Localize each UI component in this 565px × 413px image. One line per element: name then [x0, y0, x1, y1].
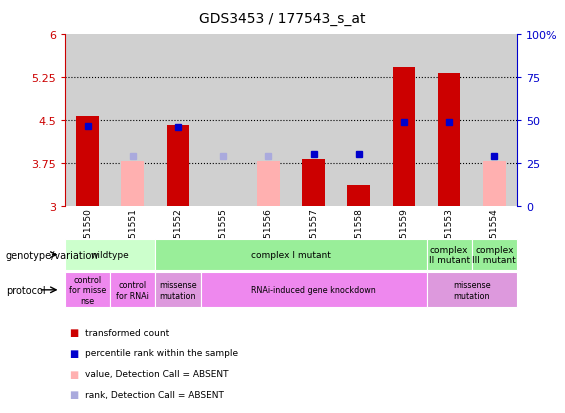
Bar — [291, 35, 336, 206]
Bar — [121, 162, 144, 206]
Text: transformed count: transformed count — [85, 328, 169, 337]
Bar — [167, 126, 189, 206]
Text: rank, Detection Call = ABSENT: rank, Detection Call = ABSENT — [85, 390, 224, 399]
Bar — [427, 35, 472, 206]
Text: control
for misse
nse: control for misse nse — [69, 275, 106, 305]
Text: complex I mutant: complex I mutant — [251, 251, 331, 259]
Text: ■: ■ — [69, 348, 78, 358]
Text: protocol: protocol — [6, 285, 45, 295]
Bar — [257, 162, 280, 206]
Text: complex
III mutant: complex III mutant — [472, 245, 516, 265]
Bar — [381, 35, 427, 206]
Text: ■: ■ — [69, 389, 78, 399]
Text: genotype/variation: genotype/variation — [6, 250, 98, 260]
Bar — [246, 35, 291, 206]
Text: ■: ■ — [69, 369, 78, 379]
Bar — [201, 35, 246, 206]
Bar — [483, 162, 506, 206]
Text: missense
mutation: missense mutation — [453, 280, 490, 300]
Bar — [472, 35, 517, 206]
Bar — [155, 35, 201, 206]
Text: GDS3453 / 177543_s_at: GDS3453 / 177543_s_at — [199, 12, 366, 26]
Bar — [336, 35, 381, 206]
Bar — [438, 74, 460, 206]
Bar — [302, 160, 325, 206]
Text: value, Detection Call = ABSENT: value, Detection Call = ABSENT — [85, 369, 228, 378]
Bar — [393, 68, 415, 206]
Bar — [110, 35, 155, 206]
Text: wildtype: wildtype — [91, 251, 129, 259]
Bar — [76, 116, 99, 206]
Bar — [347, 185, 370, 206]
Text: control
for RNAi: control for RNAi — [116, 280, 149, 300]
Text: percentile rank within the sample: percentile rank within the sample — [85, 349, 238, 358]
Text: RNAi-induced gene knockdown: RNAi-induced gene knockdown — [251, 286, 376, 294]
Text: missense
mutation: missense mutation — [159, 280, 197, 300]
Bar — [65, 35, 110, 206]
Text: ■: ■ — [69, 328, 78, 337]
Text: complex
II mutant: complex II mutant — [429, 245, 470, 265]
